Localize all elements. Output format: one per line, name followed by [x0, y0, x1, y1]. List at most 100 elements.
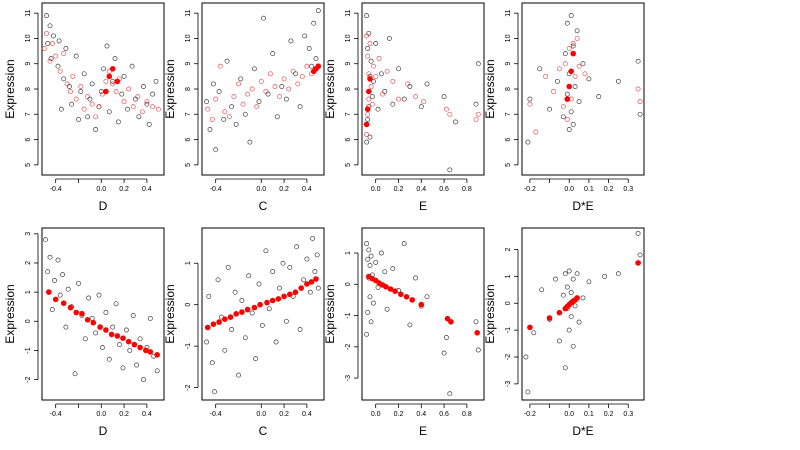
data-point [375, 284, 381, 290]
data-point [61, 76, 67, 82]
x-tick-label: 0.2 [279, 411, 289, 418]
data-point [407, 322, 413, 328]
data-point [209, 116, 215, 122]
data-point [81, 106, 87, 112]
y-axis-title: Expression [483, 284, 497, 343]
data-point [566, 46, 572, 51]
data-point [277, 94, 282, 100]
data-point [247, 139, 253, 145]
data-point [401, 241, 407, 247]
x-axis-title: D*E [572, 199, 593, 213]
data-point [231, 94, 237, 100]
data-point [112, 56, 118, 62]
data-point [63, 46, 69, 51]
data-point [279, 84, 285, 89]
data-point [154, 368, 160, 374]
y-tick-label: -2 [25, 376, 32, 382]
data-point [56, 38, 62, 44]
data-point [580, 61, 586, 67]
y-tick-label: 2 [25, 261, 32, 265]
plot-frame [201, 227, 325, 401]
data-point [365, 111, 371, 117]
data-point [421, 99, 427, 105]
data-point [562, 51, 568, 57]
data-point [130, 313, 136, 318]
y-tick-label: 0 [25, 319, 32, 323]
data-point [525, 389, 531, 395]
data-point [369, 101, 375, 107]
data-point [106, 109, 112, 115]
x-tick-label: -0.4 [210, 411, 222, 418]
x-tick-label: 0.2 [394, 186, 404, 193]
data-point [103, 78, 109, 84]
data-point [560, 114, 566, 120]
fitted-point [109, 66, 116, 72]
data-point [272, 84, 278, 89]
data-point [226, 114, 232, 120]
data-point [364, 33, 370, 39]
data-point [212, 389, 217, 395]
y-axis-title: Expression [3, 59, 17, 118]
data-point [375, 106, 381, 112]
data-point [104, 43, 110, 49]
data-point [365, 53, 371, 59]
data-point [106, 356, 112, 362]
data-point [570, 121, 576, 127]
data-point [207, 127, 213, 132]
data-point [566, 327, 572, 333]
x-tick-label: 0.2 [279, 186, 289, 193]
fitted-point [120, 335, 126, 342]
fitted-point [233, 311, 239, 317]
data-point [586, 279, 592, 285]
data-point [73, 96, 79, 102]
y-tick-label: 1 [505, 274, 512, 278]
fitted-point [564, 96, 571, 102]
fitted-point [570, 50, 576, 57]
y-tick-label: 1 [345, 251, 352, 255]
data-point [82, 336, 88, 342]
data-point [368, 84, 374, 89]
data-point [574, 271, 580, 277]
panel-top-3: 0.0 0.2 0.4 0.6 0.8 5 6 7 8 9 10 11 E Expression [323, 2, 485, 213]
y-tick-label: 10 [505, 34, 512, 42]
data-point [249, 86, 255, 92]
data-point [221, 116, 227, 122]
y-tick-label: -3 [505, 381, 512, 387]
plot-frame [521, 2, 645, 176]
fitted-point [73, 309, 79, 316]
data-point [73, 53, 79, 59]
data-point [204, 339, 210, 345]
data-point [370, 300, 376, 306]
data-point [568, 13, 574, 19]
data-point [295, 81, 301, 87]
data-point [229, 104, 235, 110]
data-point [96, 104, 102, 110]
panel-bottom-1: -0.4 0.0 0.2 0.4 -2 -1 0 1 2 3 D Expression [3, 227, 165, 438]
y-tick-label: 7 [345, 112, 352, 116]
fitted-point [227, 314, 234, 320]
data-point [539, 287, 545, 293]
data-point [453, 119, 458, 125]
data-point [49, 41, 55, 46]
data-point [475, 347, 481, 353]
data-point [121, 73, 127, 79]
data-point [47, 23, 53, 29]
fitted-point [383, 284, 389, 290]
data-point [236, 372, 241, 378]
data-point [368, 58, 374, 64]
data-point [44, 30, 50, 36]
data-point [364, 241, 370, 247]
data-point [141, 84, 146, 89]
data-point [365, 46, 371, 51]
x-tick-label: 0.4 [416, 186, 426, 193]
data-point [365, 309, 371, 315]
y-tick-label: 7 [185, 112, 192, 116]
data-point [564, 284, 570, 290]
data-point [562, 61, 568, 67]
data-point [596, 94, 602, 100]
data-point [366, 71, 372, 77]
y-tick-label: 2 [505, 247, 512, 251]
fitted-point [403, 294, 410, 300]
data-point [99, 345, 105, 350]
